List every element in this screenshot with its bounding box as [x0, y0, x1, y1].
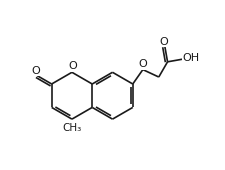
Text: O: O [139, 59, 147, 69]
Text: O: O [68, 61, 77, 71]
Text: OH: OH [182, 53, 200, 63]
Text: O: O [32, 66, 40, 76]
Text: O: O [160, 37, 168, 47]
Text: CH₃: CH₃ [62, 123, 82, 133]
